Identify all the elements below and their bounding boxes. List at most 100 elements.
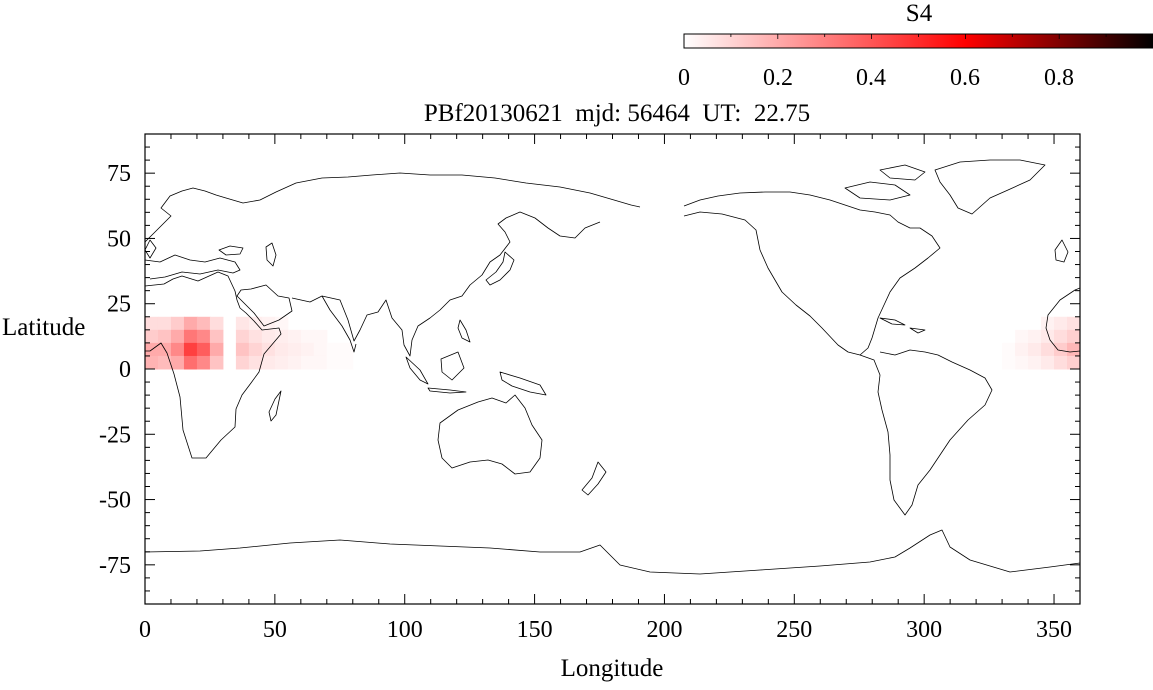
heatmap-cell [145,355,159,370]
coastline-new-guinea [499,371,547,396]
heatmap-cell [248,355,263,370]
x-tick-label: 350 [1036,617,1072,643]
colorbar-tick-labels: 0 0.2 0.4 0.6 0.8 [678,65,1074,91]
coastline-caspian [265,242,277,267]
y-tick-label: -50 [99,488,131,514]
y-axis-title: Latitude [2,314,85,341]
heatmap-cell [196,316,211,331]
heatmap-cell [1041,329,1055,344]
heatmap-cell [1015,329,1029,344]
heatmap-cell [274,342,289,357]
heatmap-cell [170,329,185,344]
heatmap-cell [196,329,211,344]
heatmap-cell [248,342,263,357]
heatmap-cell [209,329,224,344]
heatmap-cell [157,355,172,370]
heatmap-cell [170,342,185,357]
coastline-india [321,295,357,353]
coastline-borneo [440,351,465,381]
colorbar-tick-label: 0.6 [950,65,980,91]
x-tick-label: 200 [646,617,682,643]
heatmap-cell [183,342,198,357]
heatmap-cell [170,355,185,370]
coastline-caribbean [879,317,926,334]
heatmap-cell [313,329,328,344]
y-tick-labels: 75 50 25 0 -25 -50 -75 [99,161,131,579]
heatmap-cell [261,329,276,344]
heatmap-cell [1067,342,1080,357]
heatmap-cell [1002,355,1016,370]
colorbar-label: S4 [906,0,933,27]
heatmap-cell [287,342,302,357]
y-tick-label: 75 [107,161,131,187]
coastline-japan [485,251,515,286]
colorbar-tick-label: 0 [678,65,690,91]
x-tick-labels: 0 50 100 150 200 250 300 350 [139,617,1072,643]
x-tick-label: 300 [906,617,942,643]
heatmap-cell [248,329,263,344]
plot-title: PBf20130621 mjd: 56464 UT: 22.75 [424,100,810,127]
coastline-australia [437,394,543,475]
coastline-africa [145,271,282,459]
heatmap-cell [1015,342,1029,357]
heatmap-cell [1067,355,1080,370]
colorbar-tick-label: 0.4 [856,65,886,91]
coastline-java [427,387,467,394]
heatmap-cell [1028,355,1042,370]
coastline-antarctica [145,529,1080,575]
coastline-south-asia [291,211,601,357]
coastline-arctic-islands [844,164,926,201]
heatmap-cell [326,342,341,357]
heatmap-cell [157,316,172,331]
heatmap-cell [1054,329,1068,344]
coastline-eurasia [145,172,641,243]
x-tick-label: 150 [517,617,553,643]
heatmap-cell [1028,329,1042,344]
heatmap-cell [196,355,211,370]
heatmap-cell [183,355,198,370]
x-tick-label: 250 [776,617,812,643]
heatmap-cell [196,342,211,357]
colorbar-tick-label: 0.2 [763,65,793,91]
heatmap-cell [313,355,328,370]
y-tick-label: 25 [107,292,131,318]
heatmap-cell [183,316,198,331]
y-tick-label: 0 [119,357,131,383]
heatmap-cell [274,355,289,370]
coastline-sumatra [405,356,429,385]
x-tick-label: 0 [139,617,151,643]
heatmap-cell [326,355,341,370]
coastlines [145,159,1080,575]
x-tick-label: 50 [263,617,287,643]
heatmap-cell [183,329,198,344]
heatmap-cell [287,329,302,344]
colorbar: S4 0 0.2 0.4 0.6 0.8 [678,0,1153,91]
heatmap-cell [1054,342,1068,357]
heatmap-cell [145,316,159,331]
heatmap-cell [274,329,289,344]
heatmap-cell [209,342,224,357]
heatmap-cell [261,355,276,370]
heatmap-cell [157,329,172,344]
coastline-south-america [859,349,993,516]
heatmap-cell [170,316,185,331]
y-tick-label: -25 [99,422,131,448]
heatmap-cell [1067,329,1080,344]
heatmap-cell [1041,316,1055,331]
heatmap-cell [1002,342,1016,357]
heatmap-cell [1028,342,1042,357]
heatmap-cell [1041,355,1055,370]
heatmap-cell [313,342,328,357]
x-tick-label: 100 [387,617,423,643]
heatmap-cell [339,342,354,357]
heatmap-cell [235,316,250,331]
coastline-madagascar [268,390,282,422]
heatmap-cell [235,342,250,357]
heatmap-cell [145,329,159,344]
coastline-philippines [457,319,471,343]
coastline-greenland [934,159,1046,215]
heatmap-cell [235,355,250,370]
colorbar-ticks [683,34,1153,39]
